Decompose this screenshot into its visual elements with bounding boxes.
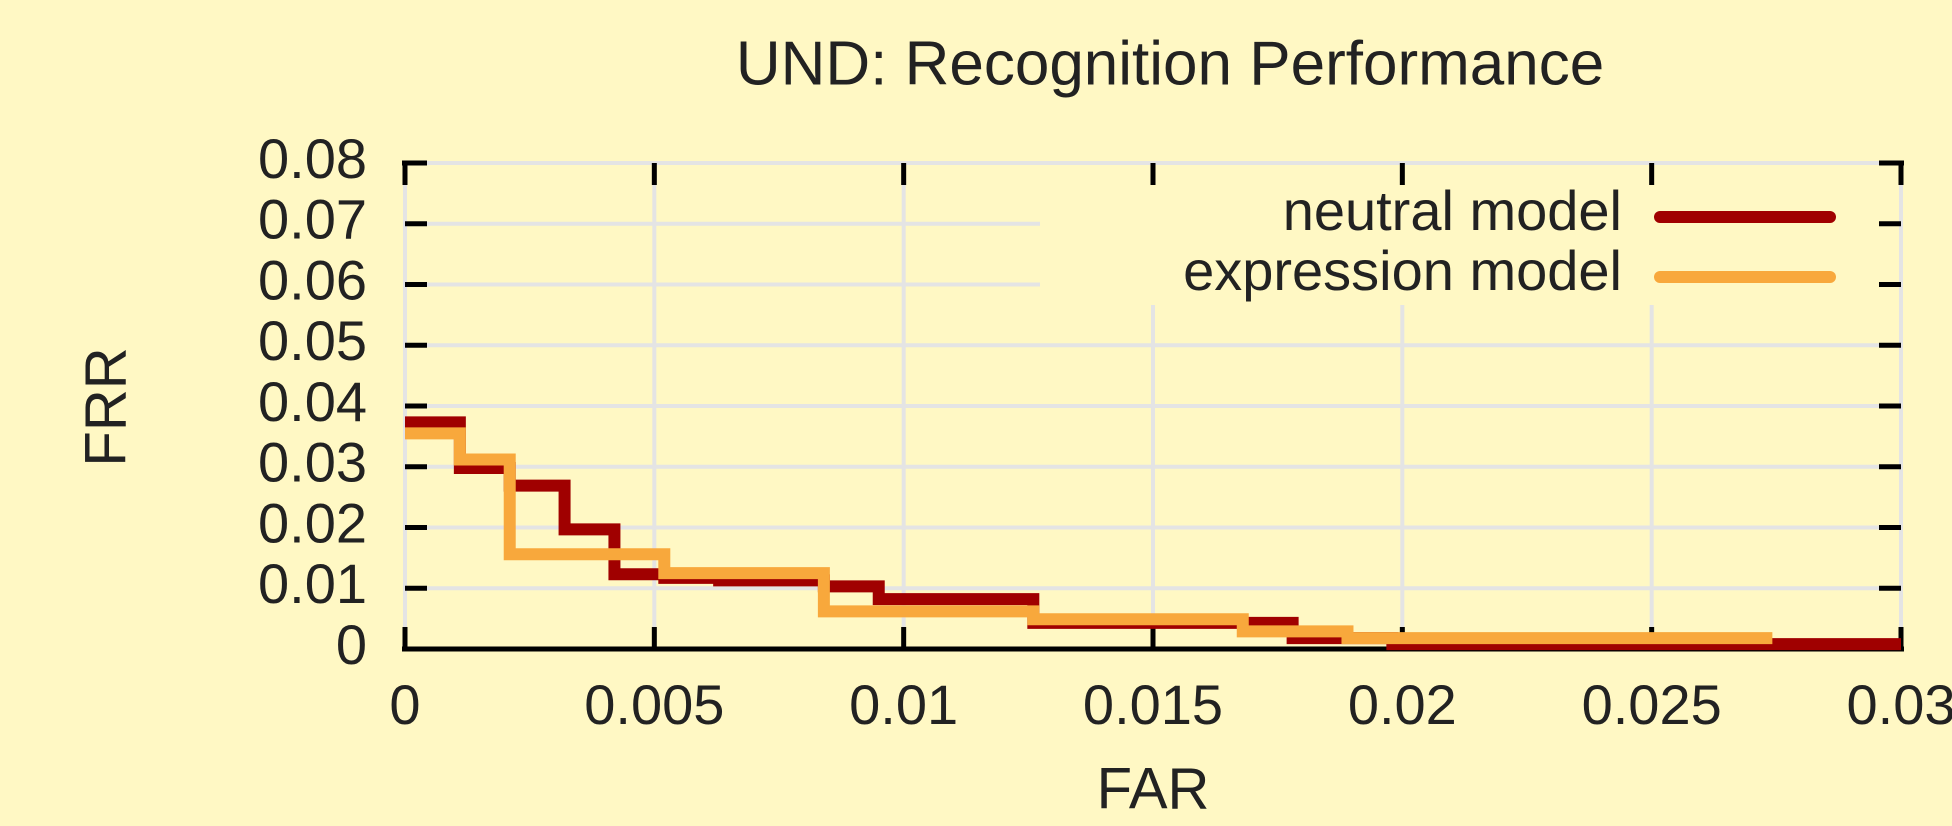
chart-title: UND: Recognition Performance bbox=[736, 29, 1604, 98]
x-tick-label: 0.01 bbox=[849, 673, 958, 736]
x-tick-label: 0.005 bbox=[584, 673, 724, 736]
y-tick-label: 0.04 bbox=[258, 370, 367, 433]
y-tick-label: 0.01 bbox=[258, 552, 367, 615]
y-tick-label: 0.02 bbox=[258, 491, 367, 554]
x-tick-label: 0.015 bbox=[1083, 673, 1223, 736]
x-tick-label: 0.025 bbox=[1582, 673, 1722, 736]
legend-label: neutral model bbox=[1283, 179, 1622, 242]
y-tick-label: 0.03 bbox=[258, 431, 367, 494]
x-axis-label: FAR bbox=[1097, 756, 1210, 821]
y-tick-label: 0.07 bbox=[258, 188, 367, 251]
y-tick-label: 0.06 bbox=[258, 248, 367, 311]
y-tick-label: 0.05 bbox=[258, 309, 367, 372]
y-axis-label: FRR bbox=[73, 347, 138, 466]
y-tick-label: 0 bbox=[336, 613, 367, 676]
y-tick-label: 0.08 bbox=[258, 127, 367, 190]
x-tick-label: 0 bbox=[389, 673, 420, 736]
x-tick-label: 0.02 bbox=[1348, 673, 1457, 736]
x-tick-label: 0.03 bbox=[1847, 673, 1952, 736]
legend-label: expression model bbox=[1183, 239, 1622, 302]
